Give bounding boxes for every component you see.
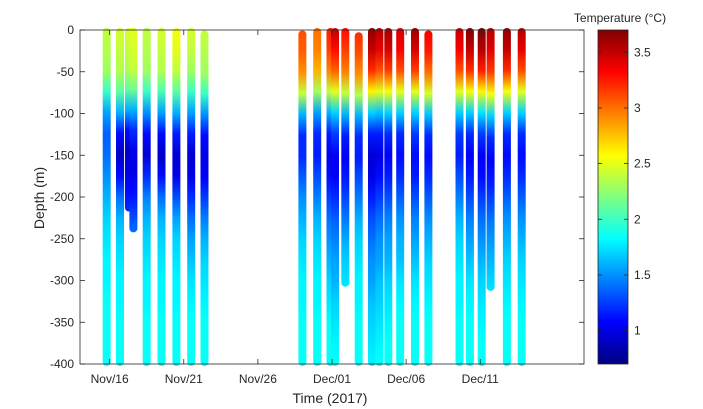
profile-column <box>384 28 393 366</box>
profile-column <box>200 30 209 366</box>
y-tick-label: -100 <box>50 107 74 121</box>
profile-column <box>486 28 495 291</box>
profile-column <box>424 30 433 366</box>
colorbar-tick-label: 2 <box>634 212 641 226</box>
profile-column <box>396 28 405 366</box>
profile-column <box>331 28 339 366</box>
x-axis-label: Time (2017) <box>293 390 368 406</box>
x-tick-label: Nov/21 <box>165 372 203 386</box>
profile-column <box>375 28 384 366</box>
profile-columns <box>102 28 526 366</box>
profile-column <box>455 28 464 366</box>
profile-column <box>298 30 307 366</box>
colorbar-tick-label: 2.5 <box>634 157 651 171</box>
y-tick-label: -50 <box>57 65 75 79</box>
profile-column <box>502 28 511 366</box>
profile-column <box>341 28 350 287</box>
x-tick-label: Dec/11 <box>462 372 499 386</box>
y-tick-label: -350 <box>50 315 74 329</box>
y-axis-label: Depth (m) <box>31 167 47 229</box>
y-tick-label: 0 <box>67 23 74 37</box>
colorbar-tick-label: 1.5 <box>634 268 651 282</box>
profile-column <box>517 28 526 366</box>
profile-column <box>368 28 376 366</box>
x-tick-label: Dec/01 <box>313 372 351 386</box>
y-tick-label: -150 <box>50 148 74 162</box>
colorbar-label: Temperature (°C) <box>574 11 666 25</box>
y-tick-label: -300 <box>50 274 74 288</box>
profile-column <box>129 28 138 233</box>
x-tick-label: Dec/06 <box>387 372 425 386</box>
colorbar: 1 1.5 2 2.5 3 3.5 <box>597 29 651 365</box>
profile-column <box>465 28 474 366</box>
profile-column <box>313 28 322 366</box>
y-tick-label: -200 <box>50 190 74 204</box>
profile-column <box>187 28 196 366</box>
colorbar-tick-label: 1 <box>634 324 641 338</box>
profile-column <box>411 28 419 366</box>
profile-column <box>142 28 151 366</box>
y-tick-label: -400 <box>50 357 74 371</box>
profile-column <box>354 32 363 366</box>
profile-column <box>102 28 111 366</box>
colorbar-tick-label: 3.5 <box>634 45 651 59</box>
profile-column <box>172 28 181 366</box>
colorbar-scale <box>597 29 629 365</box>
profile-column <box>477 28 486 366</box>
x-tick-label: Nov/16 <box>91 372 129 386</box>
x-tick-label: Nov/26 <box>239 372 277 386</box>
axes: 0 -50 -100 -150 -200 -250 -300 -350 -400 Nov/16 No… <box>50 23 585 386</box>
profile-column <box>157 28 166 366</box>
y-tick-label: -250 <box>50 232 74 246</box>
profile-column <box>116 28 124 366</box>
colorbar-tick-label: 3 <box>634 101 641 115</box>
